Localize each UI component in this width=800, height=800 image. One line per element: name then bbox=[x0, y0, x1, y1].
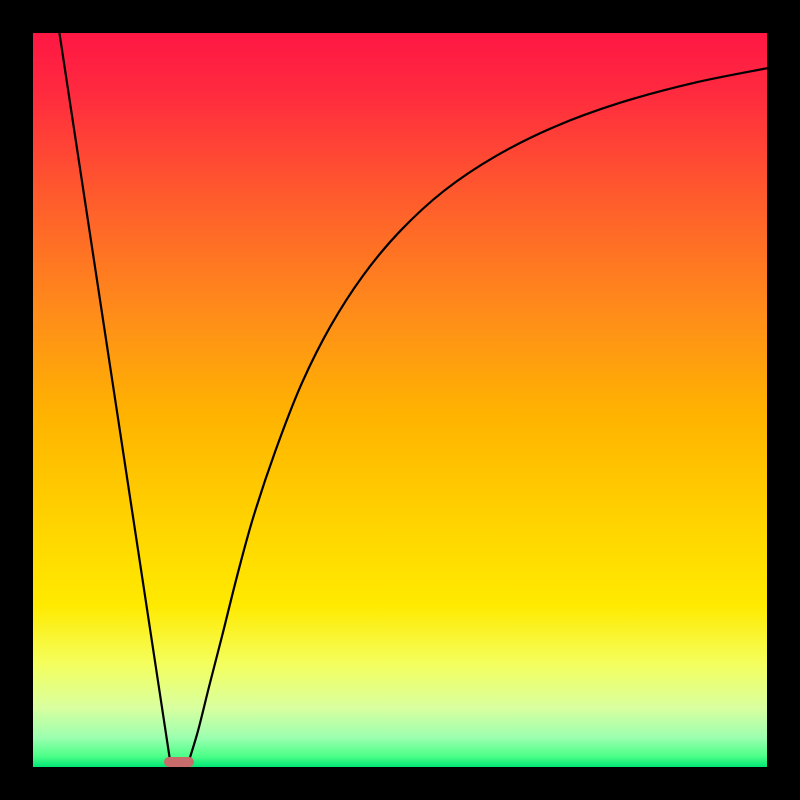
plot-area bbox=[33, 33, 767, 767]
curve-overlay bbox=[33, 33, 767, 767]
optimal-marker bbox=[164, 757, 195, 767]
bottleneck-curve bbox=[59, 33, 767, 762]
